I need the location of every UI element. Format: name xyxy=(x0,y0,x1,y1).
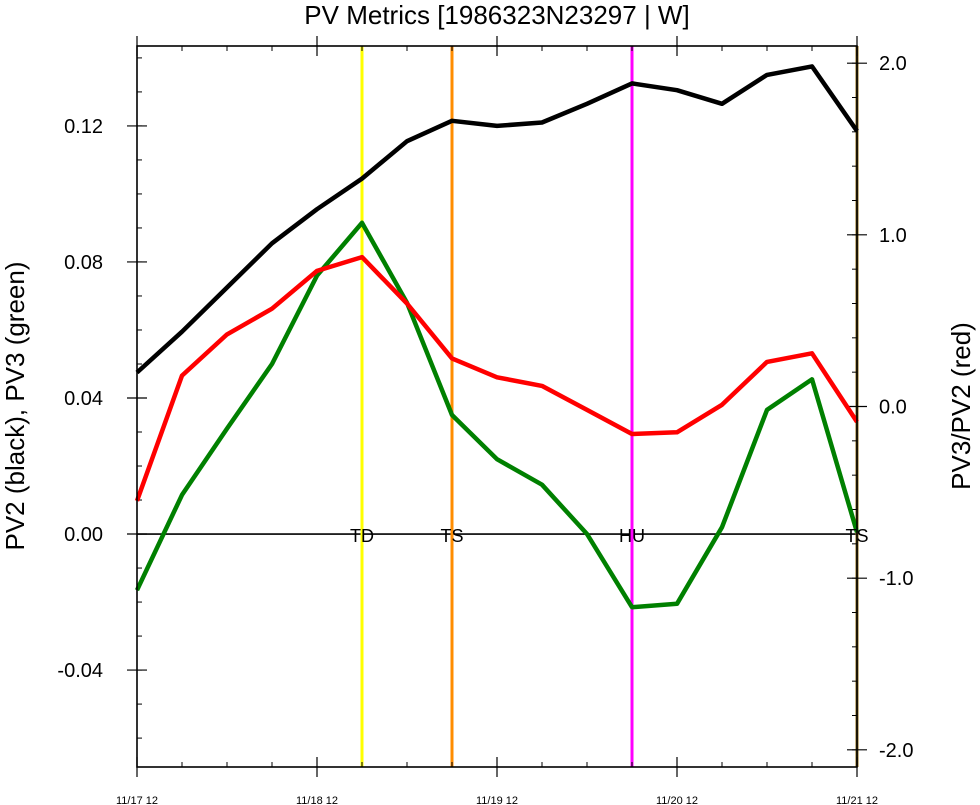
stage-label-ts: TS xyxy=(440,526,463,546)
x-tick-label: 11/19 12 xyxy=(476,795,518,805)
series-line-0 xyxy=(135,64,859,375)
x-tick-label: 11/17 12 xyxy=(116,795,158,805)
x-tick-label: 11/21 12 xyxy=(836,795,878,805)
right-axis-title: PV3/PV2 (red) xyxy=(946,322,976,490)
plot-area: -0.04 0.00 0.04 0.08 0.12 -2.0 -1.0 0.0 1.0 2.0 11… xyxy=(57,36,913,805)
left-axis-title: PV2 (black), PV3 (green) xyxy=(0,261,30,550)
stage-label-hu: HU xyxy=(619,526,645,546)
series-line-2 xyxy=(134,254,859,502)
right-tick-label: 2.0 xyxy=(879,53,907,75)
series-line-1 xyxy=(134,220,860,610)
left-tick-label: 0.12 xyxy=(64,116,103,138)
stage-label-td: TD xyxy=(350,526,374,546)
plot-frame xyxy=(136,45,858,768)
right-tick-label: 0.0 xyxy=(879,397,907,419)
x-tick-label: 11/18 12 xyxy=(296,795,338,805)
left-tick-label: 0.00 xyxy=(64,524,103,546)
left-tick-label: 0.04 xyxy=(64,388,103,410)
right-tick-label: -1.0 xyxy=(879,568,913,590)
left-tick-label: 0.08 xyxy=(64,252,103,274)
right-tick-label: 1.0 xyxy=(879,225,907,247)
chart-title: PV Metrics [1986323N23297 | W] xyxy=(304,0,689,30)
x-tick-label: 11/20 12 xyxy=(656,795,698,805)
left-tick-label: -0.04 xyxy=(57,660,103,682)
right-tick-label: -2.0 xyxy=(879,740,913,762)
